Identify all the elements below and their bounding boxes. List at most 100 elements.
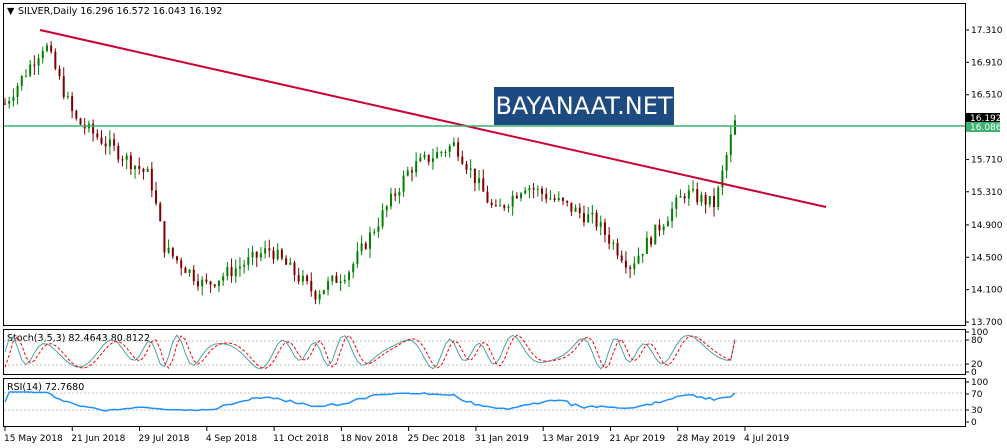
- candle-body: [494, 205, 497, 207]
- candle-body: [356, 251, 359, 265]
- candle-body: [637, 255, 640, 264]
- candle-body: [188, 269, 191, 274]
- candle-body: [276, 249, 279, 260]
- candle-body: [641, 253, 644, 256]
- stoch-tick-label: 0: [971, 368, 977, 378]
- main-header-arrow[interactable]: ▼: [7, 6, 15, 17]
- stoch-tick-label: 100: [971, 328, 988, 338]
- time-axis: 15 May 2018 21 Jun 2018 29 Jul 2018 4 Sep 2…: [4, 427, 789, 444]
- rsi-tick-label: 30: [971, 406, 983, 416]
- candle-body: [398, 191, 401, 196]
- time-tick-label: 4 Sep 2018: [206, 434, 258, 444]
- candle-body: [352, 264, 355, 273]
- candle-body: [566, 200, 569, 203]
- candle-body: [662, 226, 665, 231]
- candle-body: [469, 168, 472, 170]
- candle-body: [50, 45, 53, 52]
- time-tick-label: 21 Apr 2019: [609, 434, 665, 444]
- candle-body: [100, 137, 103, 144]
- candle-body: [423, 154, 426, 158]
- time-tick-label: 11 Oct 2018: [273, 434, 329, 444]
- price-tick-label: 15.310: [971, 188, 1003, 198]
- candle-body: [8, 100, 11, 104]
- candle-body: [457, 142, 460, 157]
- candle-body: [33, 64, 36, 66]
- candle-body: [322, 290, 325, 295]
- candle-body: [259, 253, 262, 258]
- candle-body: [247, 257, 250, 265]
- candle-body: [650, 237, 653, 245]
- time-tick-label: 25 Dec 2018: [408, 434, 466, 444]
- candle-body: [717, 187, 720, 208]
- candle-body: [545, 193, 548, 200]
- line-price-label: 16.086: [970, 123, 1002, 133]
- candle-body: [612, 242, 615, 244]
- trendline[interactable]: [39, 29, 827, 208]
- time-tick-label: 13 Mar 2019: [542, 434, 599, 444]
- price-tick-label: 16.910: [971, 58, 1003, 68]
- candle-body: [54, 51, 57, 69]
- candle-body: [599, 222, 602, 227]
- candle-body: [230, 267, 233, 277]
- candle-body: [696, 189, 699, 203]
- time-tick-label: 4 Jul 2019: [744, 434, 789, 444]
- candle-body: [461, 156, 464, 164]
- watermark: BAYANAAT.NET: [494, 87, 674, 125]
- candle-body: [645, 237, 648, 254]
- candle-body: [734, 120, 736, 135]
- candle-body: [633, 263, 636, 269]
- watermark-text: BAYANAAT.NET: [495, 92, 672, 120]
- candle-body: [507, 206, 510, 208]
- candle-body: [377, 226, 380, 232]
- rsi-tick-label: 100: [971, 378, 988, 388]
- main-pane[interactable]: [3, 3, 966, 326]
- candle-body: [201, 279, 204, 287]
- candle-body: [373, 231, 376, 233]
- stoch-pane[interactable]: [3, 329, 966, 375]
- candle-body: [666, 221, 669, 227]
- stoch-tick-label: 80: [971, 336, 983, 346]
- candle-body: [196, 281, 199, 287]
- candle-body: [171, 247, 174, 257]
- candle-body: [452, 142, 455, 146]
- time-tick-label: 15 May 2018: [4, 434, 63, 444]
- candle-body: [108, 139, 111, 147]
- candle-body: [503, 205, 506, 208]
- candle-body: [150, 168, 153, 191]
- candles-group: [4, 41, 736, 305]
- candle-body: [574, 207, 577, 212]
- current-price-tag: 16.192: [966, 113, 1002, 124]
- candle-body: [335, 275, 338, 283]
- candle-body: [478, 178, 481, 184]
- candle-body: [385, 206, 388, 211]
- candle-body: [620, 255, 623, 261]
- candle-body: [314, 291, 317, 300]
- candle-body: [142, 168, 145, 172]
- time-tick-label: 21 Jun 2018: [71, 434, 125, 444]
- candle-body: [410, 170, 413, 173]
- candle-body: [222, 276, 225, 281]
- rsi-pane[interactable]: [3, 378, 966, 427]
- candle-body: [721, 170, 724, 188]
- candle-body: [251, 251, 254, 258]
- candle-body: [608, 234, 611, 244]
- candle-body: [511, 195, 514, 207]
- candle-body: [532, 188, 535, 190]
- candle-body: [339, 281, 342, 283]
- candle-body: [301, 275, 304, 282]
- candle-body: [700, 194, 703, 203]
- candle-body: [16, 85, 19, 98]
- candle-body: [444, 151, 447, 153]
- candle-body: [66, 96, 69, 98]
- price-tick-label: 14.900: [971, 221, 1003, 231]
- candle-body: [272, 250, 275, 260]
- candle-body: [217, 280, 220, 287]
- candle-body: [360, 243, 363, 252]
- candle-body: [205, 279, 208, 282]
- candle-body: [557, 197, 560, 200]
- price-tick-label: 13.700: [971, 318, 1003, 328]
- main-header: SILVER,Daily 16.296 16.572 16.043 16.192: [18, 6, 222, 17]
- time-tick-label: 31 Jan 2019: [475, 434, 529, 444]
- candle-body: [184, 267, 187, 274]
- candle-body: [704, 194, 707, 205]
